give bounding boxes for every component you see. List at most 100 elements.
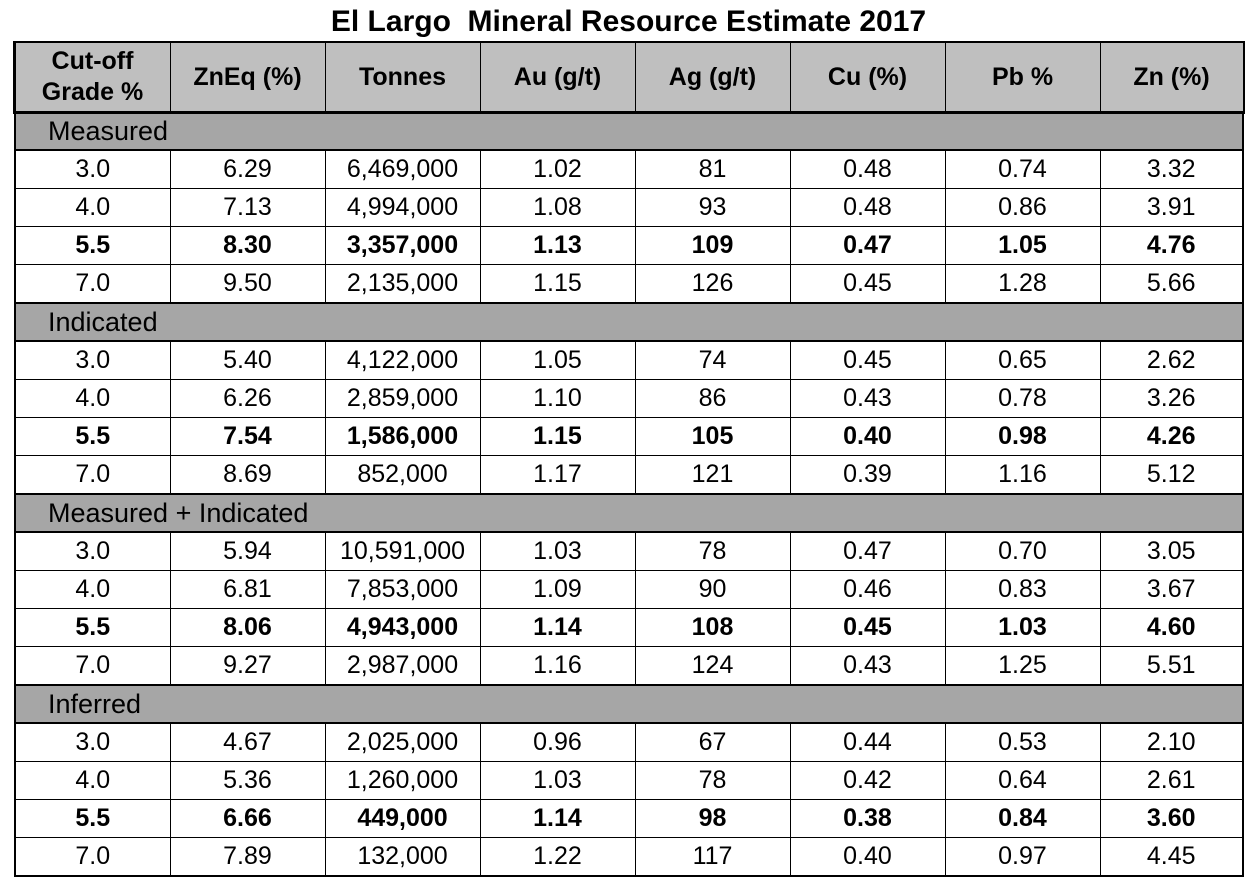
cell-tonnes: 7,853,000	[324, 570, 481, 609]
table-row: 7.0 9.27 2,987,000 1.16 124 0.43 1.25 5.51	[14, 646, 1244, 686]
table-body: Measured 3.0 6.29 6,469,000 1.02 81 0.48 0.74 3.…	[14, 111, 1244, 877]
cell-tonnes: 4,943,000	[324, 608, 481, 647]
cell-ag: 109	[634, 226, 791, 265]
cell-tonnes: 4,994,000	[324, 188, 481, 227]
cell-cu: 0.43	[789, 379, 946, 418]
table-row: 5.5 7.54 1,586,000 1.15 105 0.40 0.98 4.26	[14, 417, 1244, 456]
cell-tonnes: 1,586,000	[324, 417, 481, 456]
cell-au: 1.22	[479, 837, 636, 877]
section-label: Inferred	[14, 684, 1244, 724]
header-zn: Zn (%)	[1099, 42, 1244, 113]
table-row: 7.0 8.69 852,000 1.17 121 0.39 1.16 5.12	[14, 455, 1244, 495]
header-pb: Pb %	[944, 42, 1101, 113]
table-row: 3.0 5.40 4,122,000 1.05 74 0.45 0.65 2.62	[14, 340, 1244, 380]
cell-cutoff-grade: 5.5	[14, 417, 171, 456]
cell-zneq: 6.81	[169, 570, 326, 609]
cell-au: 1.10	[479, 379, 636, 418]
cell-pb: 0.97	[944, 837, 1101, 877]
cell-zneq: 9.27	[169, 646, 326, 686]
header-cu: Cu (%)	[789, 42, 946, 113]
cell-cu: 0.39	[789, 455, 946, 495]
cell-pb: 1.28	[944, 264, 1101, 304]
header-zneq: ZnEq (%)	[169, 42, 326, 113]
table-row: 5.5 8.06 4,943,000 1.14 108 0.45 1.03 4.60	[14, 608, 1244, 647]
cell-tonnes: 2,859,000	[324, 379, 481, 418]
cell-zn: 3.91	[1099, 188, 1244, 227]
cell-pb: 1.03	[944, 608, 1101, 647]
cell-cu: 0.42	[789, 761, 946, 800]
cell-cu: 0.44	[789, 722, 946, 762]
table-row: 4.0 5.36 1,260,000 1.03 78 0.42 0.64 2.61	[14, 761, 1244, 800]
cell-au: 1.03	[479, 761, 636, 800]
cell-tonnes: 2,135,000	[324, 264, 481, 304]
cell-zneq: 6.29	[169, 149, 326, 189]
cell-au: 1.13	[479, 226, 636, 265]
cell-pb: 0.83	[944, 570, 1101, 609]
cell-au: 1.16	[479, 646, 636, 686]
cell-ag: 74	[634, 340, 791, 380]
section-row-inferred: Inferred	[14, 684, 1244, 724]
header-tonnes: Tonnes	[324, 42, 481, 113]
section-row-indicated: Indicated	[14, 302, 1244, 342]
cell-pb: 1.05	[944, 226, 1101, 265]
cell-cutoff-grade: 7.0	[14, 455, 171, 495]
cell-zneq: 8.06	[169, 608, 326, 647]
cell-tonnes: 6,469,000	[324, 149, 481, 189]
cell-tonnes: 132,000	[324, 837, 481, 877]
cell-zn: 3.67	[1099, 570, 1244, 609]
cell-pb: 1.25	[944, 646, 1101, 686]
cell-cutoff-grade: 7.0	[14, 264, 171, 304]
cell-tonnes: 2,025,000	[324, 722, 481, 762]
cell-pb: 0.98	[944, 417, 1101, 456]
cell-tonnes: 1,260,000	[324, 761, 481, 800]
cell-cutoff-grade: 4.0	[14, 570, 171, 609]
cell-tonnes: 852,000	[324, 455, 481, 495]
cell-cutoff-grade: 3.0	[14, 340, 171, 380]
cell-cutoff-grade: 7.0	[14, 837, 171, 877]
cell-zn: 4.45	[1099, 837, 1244, 877]
cell-au: 1.05	[479, 340, 636, 380]
cell-zneq: 7.54	[169, 417, 326, 456]
cell-zn: 4.76	[1099, 226, 1244, 265]
cell-pb: 0.86	[944, 188, 1101, 227]
cell-pb: 0.74	[944, 149, 1101, 189]
table-row: 4.0 6.26 2,859,000 1.10 86 0.43 0.78 3.26	[14, 379, 1244, 418]
cell-ag: 86	[634, 379, 791, 418]
cell-au: 1.15	[479, 264, 636, 304]
cell-cu: 0.48	[789, 188, 946, 227]
cell-cutoff-grade: 3.0	[14, 149, 171, 189]
section-label: Indicated	[14, 302, 1244, 342]
cell-cu: 0.38	[789, 799, 946, 838]
cell-ag: 81	[634, 149, 791, 189]
cell-ag: 121	[634, 455, 791, 495]
cell-cu: 0.47	[789, 531, 946, 571]
table-row: 5.5 6.66 449,000 1.14 98 0.38 0.84 3.60	[14, 799, 1244, 838]
cell-zn: 5.12	[1099, 455, 1244, 495]
cell-pb: 0.78	[944, 379, 1101, 418]
cell-zneq: 8.30	[169, 226, 326, 265]
section-row-measured-indicated: Measured + Indicated	[14, 493, 1244, 533]
cell-cutoff-grade: 3.0	[14, 531, 171, 571]
cell-cutoff-grade: 4.0	[14, 379, 171, 418]
cell-tonnes: 4,122,000	[324, 340, 481, 380]
cell-zn: 4.26	[1099, 417, 1244, 456]
cell-ag: 108	[634, 608, 791, 647]
cell-ag: 126	[634, 264, 791, 304]
section-label: Measured	[14, 111, 1244, 151]
cell-ag: 78	[634, 761, 791, 800]
cell-au: 1.14	[479, 799, 636, 838]
cell-pb: 0.65	[944, 340, 1101, 380]
cell-cu: 0.45	[789, 608, 946, 647]
cell-tonnes: 449,000	[324, 799, 481, 838]
cell-zneq: 7.89	[169, 837, 326, 877]
cell-cu: 0.47	[789, 226, 946, 265]
cell-zn: 3.05	[1099, 531, 1244, 571]
cell-ag: 117	[634, 837, 791, 877]
cell-au: 1.02	[479, 149, 636, 189]
cell-au: 0.96	[479, 722, 636, 762]
cell-cu: 0.46	[789, 570, 946, 609]
cell-zn: 5.66	[1099, 264, 1244, 304]
table-row: 7.0 9.50 2,135,000 1.15 126 0.45 1.28 5.66	[14, 264, 1244, 304]
cell-ag: 90	[634, 570, 791, 609]
cell-au: 1.03	[479, 531, 636, 571]
